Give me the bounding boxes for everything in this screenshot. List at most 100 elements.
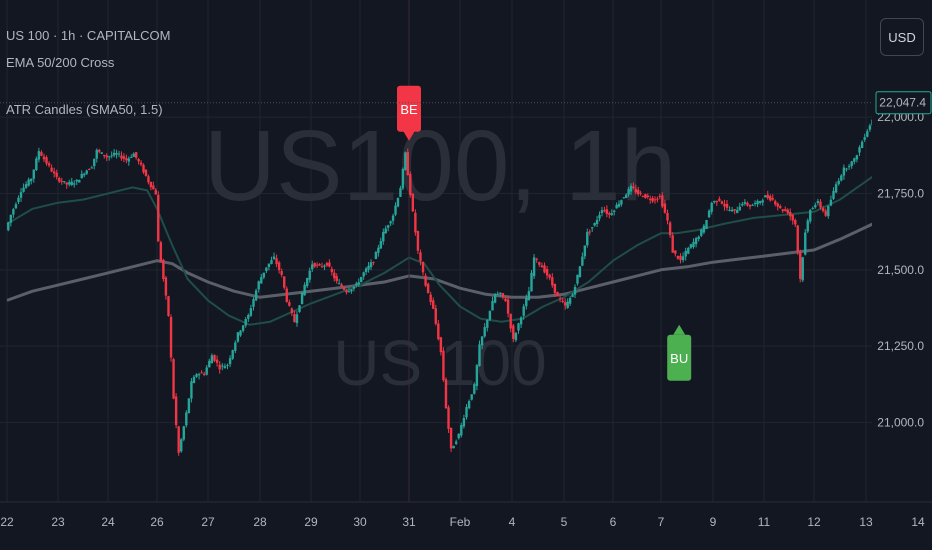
candle-body <box>17 197 20 203</box>
candle-body <box>404 152 407 171</box>
candle-body <box>733 209 736 211</box>
candle-body <box>824 210 827 216</box>
candle-body <box>115 153 118 155</box>
time-axis-background <box>0 502 932 550</box>
candle-body <box>809 210 812 222</box>
candle-body <box>548 274 551 278</box>
candle-body <box>608 213 611 215</box>
candle-body <box>63 181 66 183</box>
candle-body <box>95 149 98 159</box>
currency-button[interactable]: USD <box>880 18 924 56</box>
candle-body <box>694 238 698 245</box>
candle-body <box>656 198 659 200</box>
candle-body <box>509 313 512 329</box>
candle-body <box>634 188 637 193</box>
candle-body <box>112 152 116 156</box>
candle-body <box>713 201 716 203</box>
candle-body <box>811 208 814 210</box>
candle-body <box>24 184 28 188</box>
candle-body <box>465 407 468 418</box>
candle-body <box>702 225 706 233</box>
candle-body <box>434 308 437 324</box>
candle-body <box>467 401 471 409</box>
candle-body <box>666 212 669 221</box>
candle-body <box>197 374 201 376</box>
candle-body <box>610 213 613 215</box>
candle-body <box>728 209 731 211</box>
candle-body <box>215 359 219 363</box>
price-axis[interactable]: 21,750.021,500.021,250.021,000.022,000.0 <box>872 0 932 550</box>
candle-body <box>522 306 525 316</box>
candle-body <box>486 319 489 328</box>
candle-body <box>553 283 557 293</box>
candle-body <box>364 268 368 273</box>
candle-body <box>362 272 365 277</box>
indicator-ema-cross[interactable]: EMA 50/200 Cross <box>6 55 115 70</box>
candle-body <box>622 197 625 199</box>
candle-body <box>637 189 640 195</box>
candle-body <box>718 198 721 201</box>
candle-body <box>270 259 273 264</box>
candle-body <box>629 185 633 192</box>
symbol-title[interactable]: US 100 · 1h · CAPITALCOM <box>6 28 171 43</box>
candle-body <box>47 163 51 166</box>
time-axis-tick-label: 4 <box>509 515 516 529</box>
candle-body <box>462 418 466 427</box>
candle-body <box>791 214 794 221</box>
candle-body <box>252 299 255 307</box>
candle-body <box>355 283 358 286</box>
candle-body <box>325 263 329 266</box>
price-axis-tick-label: 21,250.0 <box>877 339 924 353</box>
candle-body <box>558 298 562 300</box>
candle-body <box>506 299 510 314</box>
candle-body <box>80 173 83 179</box>
candle-body <box>710 202 713 212</box>
candle-body <box>210 355 214 364</box>
candle-body <box>491 300 494 311</box>
candle-body <box>571 294 574 297</box>
candle-body <box>845 168 848 170</box>
candle-body <box>142 164 145 173</box>
time-axis-tick-label: 5 <box>561 515 568 529</box>
candle-body <box>35 158 38 171</box>
candle-body <box>806 220 809 232</box>
candle-body <box>590 227 594 229</box>
candle-body <box>288 302 291 306</box>
candle-body <box>834 184 838 193</box>
ema-200-line <box>6 213 893 302</box>
candle-body <box>661 195 664 207</box>
candle-body <box>426 283 430 293</box>
candle-body <box>357 282 360 285</box>
price-axis-tick-label: 21,500.0 <box>877 263 924 277</box>
candle-body <box>684 250 687 257</box>
candle-body <box>530 272 533 292</box>
candle-body <box>556 292 559 297</box>
candle-body <box>741 203 744 206</box>
candle-body <box>367 265 370 270</box>
candle-body <box>595 219 599 224</box>
candle-body <box>300 292 304 305</box>
candle-body <box>561 300 564 303</box>
candle-body <box>743 202 747 204</box>
time-axis[interactable]: 22 23 24 26 27 28 29 30 31 Feb 4 5 6 7 9 11 12 13 14 <box>0 501 932 550</box>
candle-body <box>827 205 830 217</box>
candle-body <box>108 156 111 158</box>
candle-body <box>840 175 843 181</box>
candle-body <box>439 337 443 353</box>
candle-body <box>632 186 635 189</box>
candle-body <box>391 215 395 221</box>
candle-body <box>122 156 126 159</box>
candle-body <box>182 426 185 440</box>
candle-body <box>374 252 378 259</box>
indicator-atr-candles[interactable]: ATR Candles (SMA50, 1.5) <box>6 102 163 117</box>
candle-body <box>202 373 206 375</box>
candle-body <box>337 283 341 285</box>
candle-body <box>653 199 657 201</box>
candle-body <box>432 300 435 309</box>
candle-body <box>697 236 700 239</box>
candle-body <box>442 350 445 381</box>
time-axis-tick-label: 27 <box>201 515 215 529</box>
time-axis-tick-label: 12 <box>807 515 821 529</box>
candle-body <box>457 433 460 439</box>
